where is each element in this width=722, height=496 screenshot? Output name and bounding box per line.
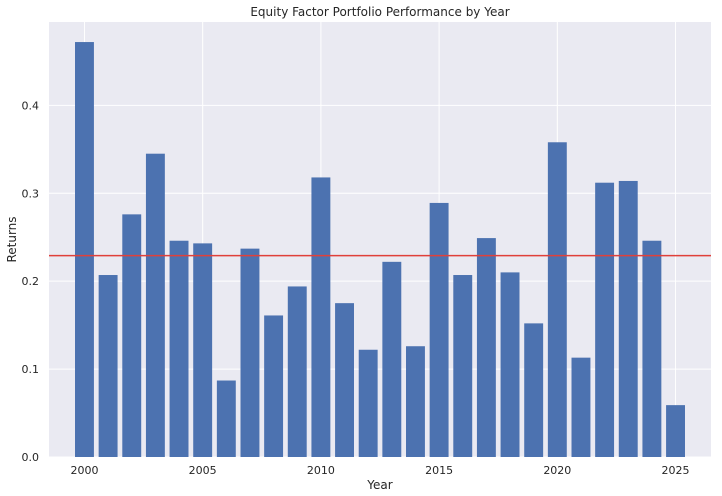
bar-2009 — [287, 286, 307, 457]
bar-2005 — [193, 243, 213, 457]
bar-2020 — [547, 142, 567, 457]
bar-2016 — [453, 275, 473, 457]
y-tick-label: 0.1 — [22, 363, 40, 376]
bar-2008 — [264, 315, 284, 457]
bar-2014 — [406, 346, 425, 457]
bar-2001 — [98, 275, 118, 457]
bar-2022 — [595, 182, 615, 458]
bar-2000 — [75, 42, 94, 457]
bar-2006 — [216, 380, 236, 457]
y-tick-label: 0.0 — [22, 451, 40, 464]
y-axis-label: Returns — [5, 216, 19, 262]
bar-2017 — [476, 238, 496, 457]
bar-2023 — [618, 180, 638, 457]
y-tick-label: 0.2 — [22, 275, 40, 288]
x-tick-label: 2000 — [70, 464, 98, 477]
x-axis-label: Year — [366, 478, 392, 492]
bar-2007 — [240, 248, 260, 457]
bar-2003 — [145, 153, 165, 458]
bar-2021 — [571, 357, 591, 457]
chart-title: Equity Factor Portfolio Performance by Y… — [250, 5, 509, 19]
bar-2015 — [429, 202, 449, 457]
x-tick-label: 2020 — [543, 464, 571, 477]
y-tick-label: 0.4 — [22, 99, 40, 112]
bar-2018 — [500, 272, 520, 457]
bar-2004 — [169, 240, 189, 457]
y-tick-label: 0.3 — [22, 187, 40, 200]
bar-2024 — [642, 240, 662, 457]
bar-2002 — [122, 214, 142, 457]
x-tick-label: 2015 — [425, 464, 453, 477]
bar-2011 — [335, 303, 354, 457]
x-tick-label: 2005 — [189, 464, 217, 477]
x-tick-label: 2025 — [662, 464, 690, 477]
bars — [75, 42, 685, 458]
tick-labels: 2000 2005 2010 2015 2020 2025 0.0 0.1 0.2 0.3 0.4 — [22, 99, 690, 477]
bar-2012 — [358, 349, 378, 457]
bar-2025 — [666, 405, 685, 457]
x-tick-label: 2010 — [307, 464, 335, 477]
bar-2010 — [311, 177, 331, 457]
bar-2019 — [524, 323, 544, 457]
bar-2013 — [382, 261, 402, 457]
